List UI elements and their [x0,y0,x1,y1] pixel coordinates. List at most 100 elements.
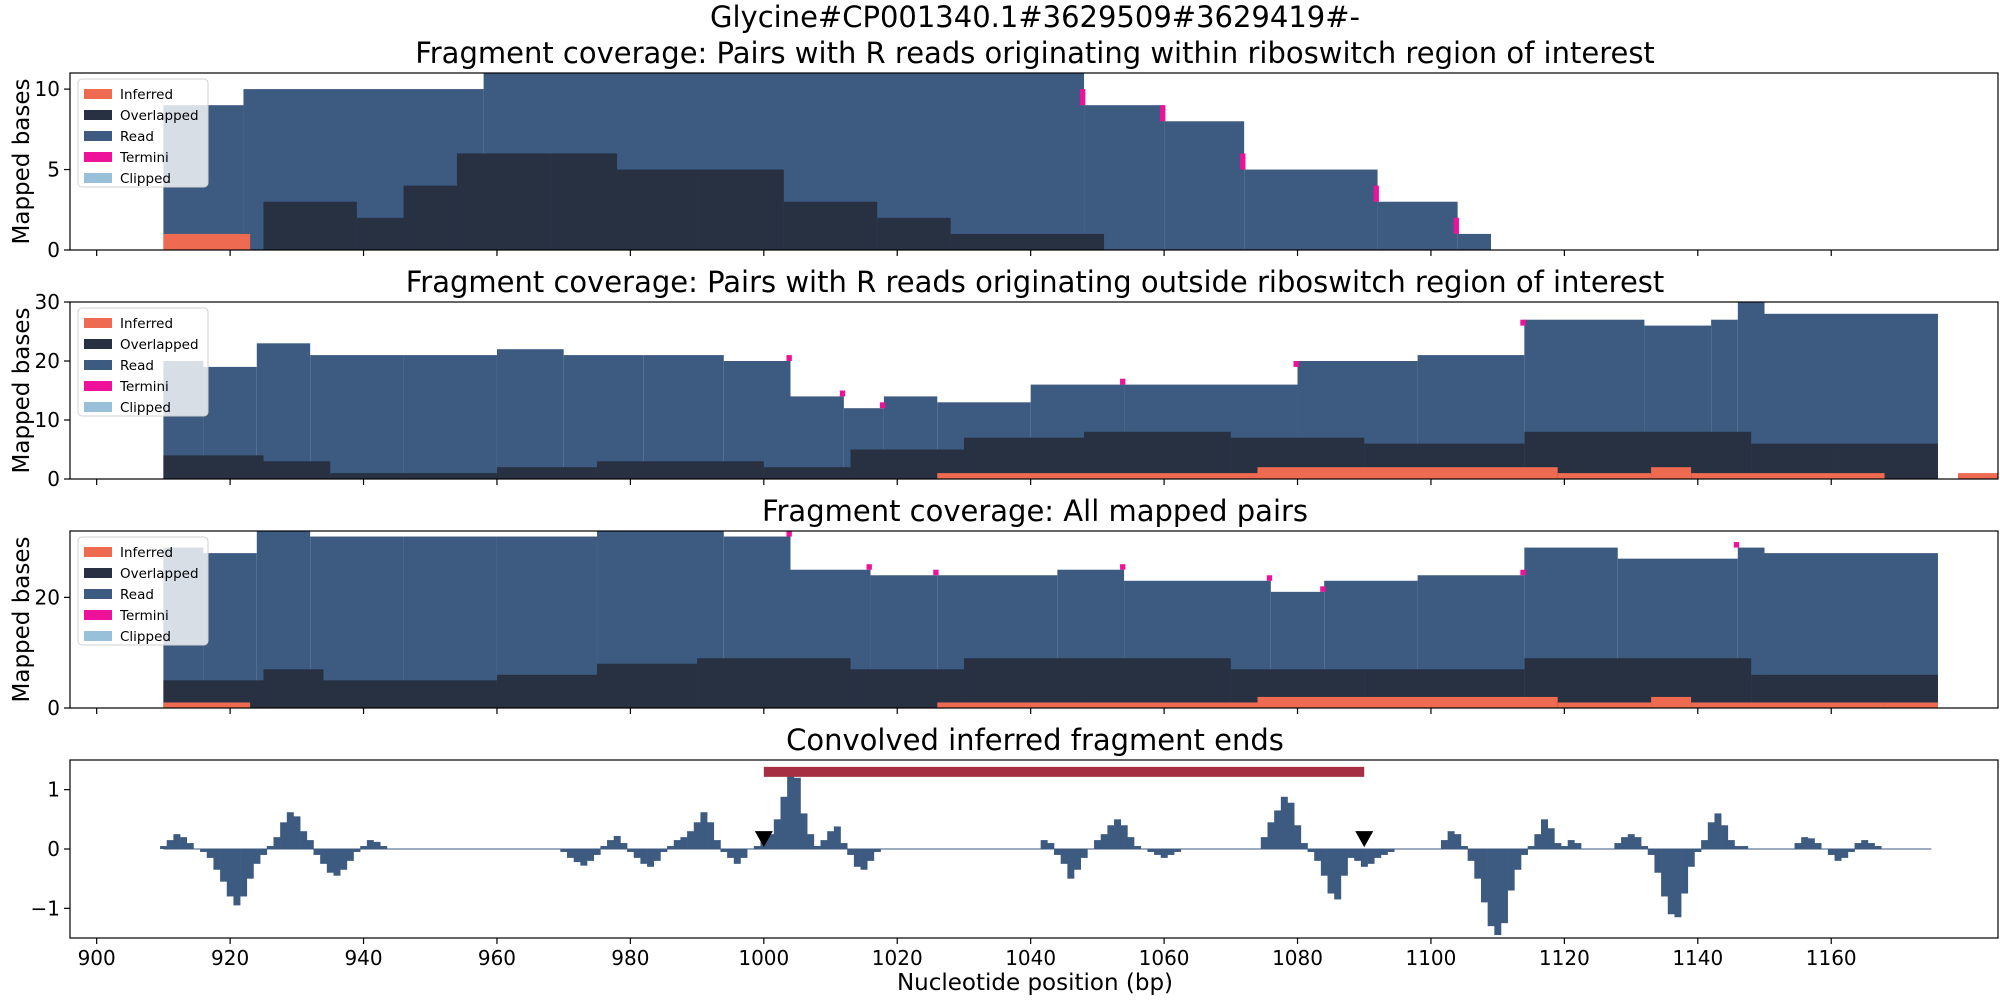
x-tick-label: 1060 [1139,946,1190,970]
convolved-bar [1500,849,1508,924]
y-tick-label: 0 [47,467,60,491]
legend: Inferred Overlapped Read Termini Clipped [77,307,209,417]
termini-mark [879,402,886,409]
overlapped-segment [330,473,497,479]
legend-swatch-termini [84,152,112,162]
convolved-bar [1841,849,1849,858]
termini-mark [1733,542,1740,548]
y-axis-label: Mapped bases [9,78,35,244]
convolved-bar [1287,802,1295,849]
y-tick-label: 5 [47,158,60,182]
read-segment [1377,201,1458,250]
convolved-bar [1080,849,1088,858]
convolved-bar [853,849,861,867]
overlapped-segment [263,461,331,479]
convolved-bar [1867,843,1875,849]
termini-mark [1453,217,1459,234]
convolved-bar [1574,843,1582,849]
convolved-bar [1487,849,1495,927]
legend-label-clipped: Clipped [120,400,171,416]
legend-swatch-read [84,360,112,370]
convolved-bar [280,822,288,849]
convolved-bar [1641,846,1649,849]
termini-mark [1266,575,1273,581]
convolved-bar [1667,849,1675,915]
termini-mark [786,531,792,537]
convolved-bar [1280,796,1288,849]
termini-mark [1734,296,1739,302]
read-segment [1084,105,1165,250]
panel-title: Fragment coverage: All mapped pairs [762,494,1308,528]
overlapped-segment [550,153,618,250]
convolved-bar [633,849,641,858]
boundary-marker [1355,831,1374,848]
overlapped-segment [697,658,851,708]
convolved-bar [1707,822,1715,849]
convolved-bar [860,849,868,870]
legend-swatch-read [84,131,112,141]
convolved-bar [166,840,174,849]
convolved-bar [1514,849,1522,870]
convolved-bar [1621,837,1629,849]
convolved-bar [680,837,688,849]
convolved-bar [1554,843,1562,849]
convolved-bar [807,834,815,849]
convolved-bar [800,813,808,849]
termini-mark [839,390,846,397]
legend-swatch-termini [84,381,112,391]
overlapped-segment [850,669,964,708]
overlapped-segment [323,680,497,708]
termini-mark [1520,569,1526,576]
convolved-bar [260,849,268,855]
read-segment [563,355,644,479]
convolved-bar [813,846,821,849]
termini-mark [1120,564,1126,570]
overlapped-segment [263,201,357,250]
legend-label-inferred: Inferred [120,87,173,103]
inferred-segment [1651,467,1692,479]
region-bar [763,766,1365,777]
overlapped-segment [963,658,1085,708]
convolved-bar [1147,849,1155,852]
inferred-segment [163,702,251,708]
termini-mark [933,569,939,576]
convolved-bar [1854,843,1862,849]
y-tick-label: 1 [47,778,60,802]
legend-swatch-overlapped [84,568,112,578]
inferred-segment [1557,702,1652,708]
convolved-bar [186,843,194,849]
convolved-bar [1534,834,1542,849]
overlapped-segment [963,437,1085,479]
convolved-bar [180,837,188,849]
convolved-bar [1267,822,1275,849]
convolved-bar [1307,849,1315,852]
panel-title: Convolved inferred fragment ends [786,723,1284,757]
convolved-bar [1040,840,1048,849]
convolved-bar [687,831,695,849]
convolved-bar [580,849,588,866]
convolved-bar [1694,849,1702,852]
legend-swatch-inferred [84,547,112,557]
overlapped-segment [163,455,264,479]
convolved-bar [1380,849,1388,855]
convolved-bar [1334,849,1342,900]
convolved-bar [1521,849,1528,855]
convolved-bar [1274,810,1282,849]
legend-label-clipped: Clipped [120,171,171,187]
convolved-bar [1074,849,1081,870]
legend-label-termini: Termini [119,608,169,624]
convolved-bar [1160,849,1168,858]
convolved-bar [847,849,855,855]
overlapped-segment [496,674,598,708]
convolved-bar [1047,843,1055,849]
legend-swatch-inferred [84,89,112,99]
convolved-bar [1060,849,1068,864]
x-tick-label: 900 [78,946,116,970]
convolved-bar [767,834,775,849]
y-tick-label: 10 [35,408,60,432]
convolved-bar [1480,849,1488,903]
overlapped-segment [496,467,598,479]
inferred-segment [1651,696,1692,708]
legend-swatch-overlapped [84,110,112,120]
